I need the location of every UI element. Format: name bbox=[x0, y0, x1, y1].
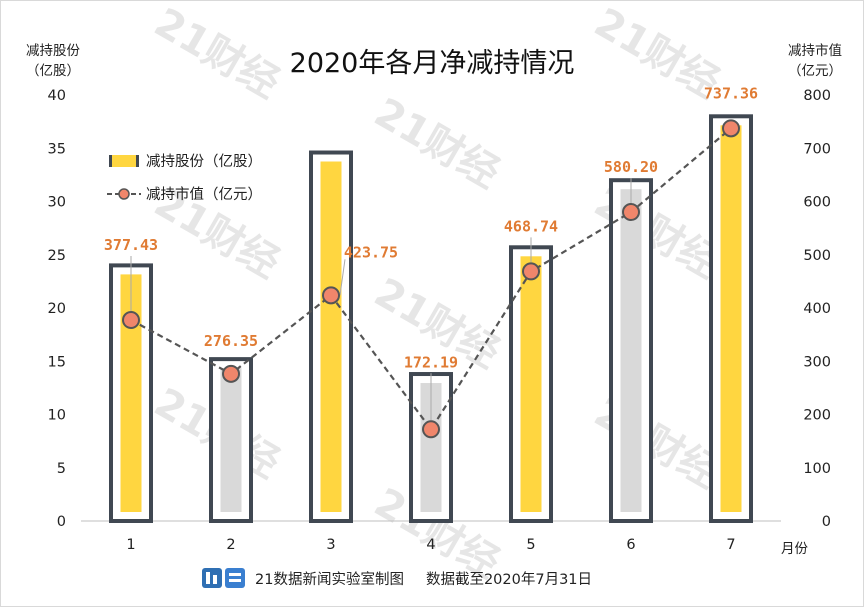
right-tick-label: 800 bbox=[803, 88, 831, 104]
left-tick-label: 5 bbox=[57, 461, 66, 477]
footer-source: 21数据新闻实验室制图 bbox=[255, 571, 404, 588]
bar bbox=[120, 274, 142, 512]
bar bbox=[720, 125, 742, 513]
legend-bar-swatch bbox=[111, 155, 137, 167]
legend-bar-label: 减持股份（亿股） bbox=[146, 153, 262, 170]
right-tick-label: 500 bbox=[803, 248, 831, 264]
legend-line-marker bbox=[118, 188, 130, 200]
left-axis-label-line2: （亿股） bbox=[26, 63, 80, 79]
data-label: 172.19 bbox=[404, 353, 458, 371]
legend-bar-swatch-edge bbox=[109, 155, 112, 167]
data-label: 423.75 bbox=[344, 243, 398, 261]
bar bbox=[220, 368, 242, 512]
chart-title: 2020年各月净减持情况 bbox=[289, 48, 575, 79]
right-tick-label: 600 bbox=[803, 195, 831, 211]
left-tick-label: 40 bbox=[48, 88, 66, 104]
right-tick-label: 100 bbox=[803, 461, 831, 477]
footer: 21数据新闻实验室制图 数据截至2020年7月31日 bbox=[201, 564, 592, 592]
bar bbox=[620, 189, 642, 512]
left-axis-label: 减持股份 （亿股） bbox=[21, 41, 85, 81]
legend: 减持股份（亿股） 减持市值（亿元） bbox=[107, 153, 262, 203]
x-tick-label: 5 bbox=[526, 537, 535, 553]
line-marker bbox=[622, 203, 640, 222]
x-tick-label: 2 bbox=[226, 537, 235, 553]
left-tick-label: 0 bbox=[57, 514, 66, 530]
left-tick-label: 20 bbox=[48, 301, 66, 317]
x-tick-label: 3 bbox=[326, 537, 335, 553]
line-marker bbox=[422, 420, 440, 439]
right-tick-label: 200 bbox=[803, 408, 831, 424]
bar bbox=[320, 161, 342, 512]
line-marker bbox=[322, 286, 340, 305]
footer-note: 数据截至2020年7月31日 bbox=[425, 571, 593, 588]
left-tick-label: 35 bbox=[48, 141, 66, 157]
x-tick-label: 1 bbox=[126, 537, 135, 553]
x-tick-label: 6 bbox=[626, 537, 635, 553]
bar bbox=[420, 383, 442, 512]
label-leader bbox=[339, 259, 346, 296]
line-marker bbox=[122, 311, 140, 330]
right-axis-label: 减持市值 （亿元） bbox=[781, 41, 849, 81]
right-tick-label: 700 bbox=[803, 141, 831, 157]
right-axis-label-line1: 减持市值 bbox=[788, 43, 842, 59]
x-tick-label: 7 bbox=[726, 537, 735, 553]
data-label: 468.74 bbox=[504, 217, 558, 235]
data-label: 276.35 bbox=[204, 332, 258, 350]
right-tick-label: 400 bbox=[803, 301, 831, 317]
left-tick-label: 15 bbox=[48, 354, 66, 370]
right-axis-label-line2: （亿元） bbox=[788, 63, 842, 79]
line-marker bbox=[222, 364, 240, 383]
data-label: 377.43 bbox=[104, 236, 158, 254]
right-tick-label: 300 bbox=[803, 354, 831, 370]
legend-line-label: 减持市值（亿元） bbox=[146, 186, 262, 203]
x-tick-label: 4 bbox=[426, 537, 435, 553]
line-marker bbox=[522, 262, 540, 281]
app-logo-icon bbox=[202, 568, 245, 588]
bar bbox=[520, 256, 542, 512]
data-label: 580.20 bbox=[604, 158, 658, 176]
left-tick-label: 25 bbox=[48, 248, 66, 264]
x-axis-label: 月份 bbox=[781, 541, 808, 557]
line-marker bbox=[722, 119, 740, 138]
left-tick-label: 30 bbox=[48, 195, 66, 211]
right-tick-label: 0 bbox=[822, 514, 831, 530]
left-axis-label-line1: 减持股份 bbox=[26, 43, 80, 59]
legend-bar-swatch-edge bbox=[136, 155, 139, 167]
data-label: 737.36 bbox=[704, 84, 758, 102]
left-tick-label: 10 bbox=[48, 408, 66, 424]
